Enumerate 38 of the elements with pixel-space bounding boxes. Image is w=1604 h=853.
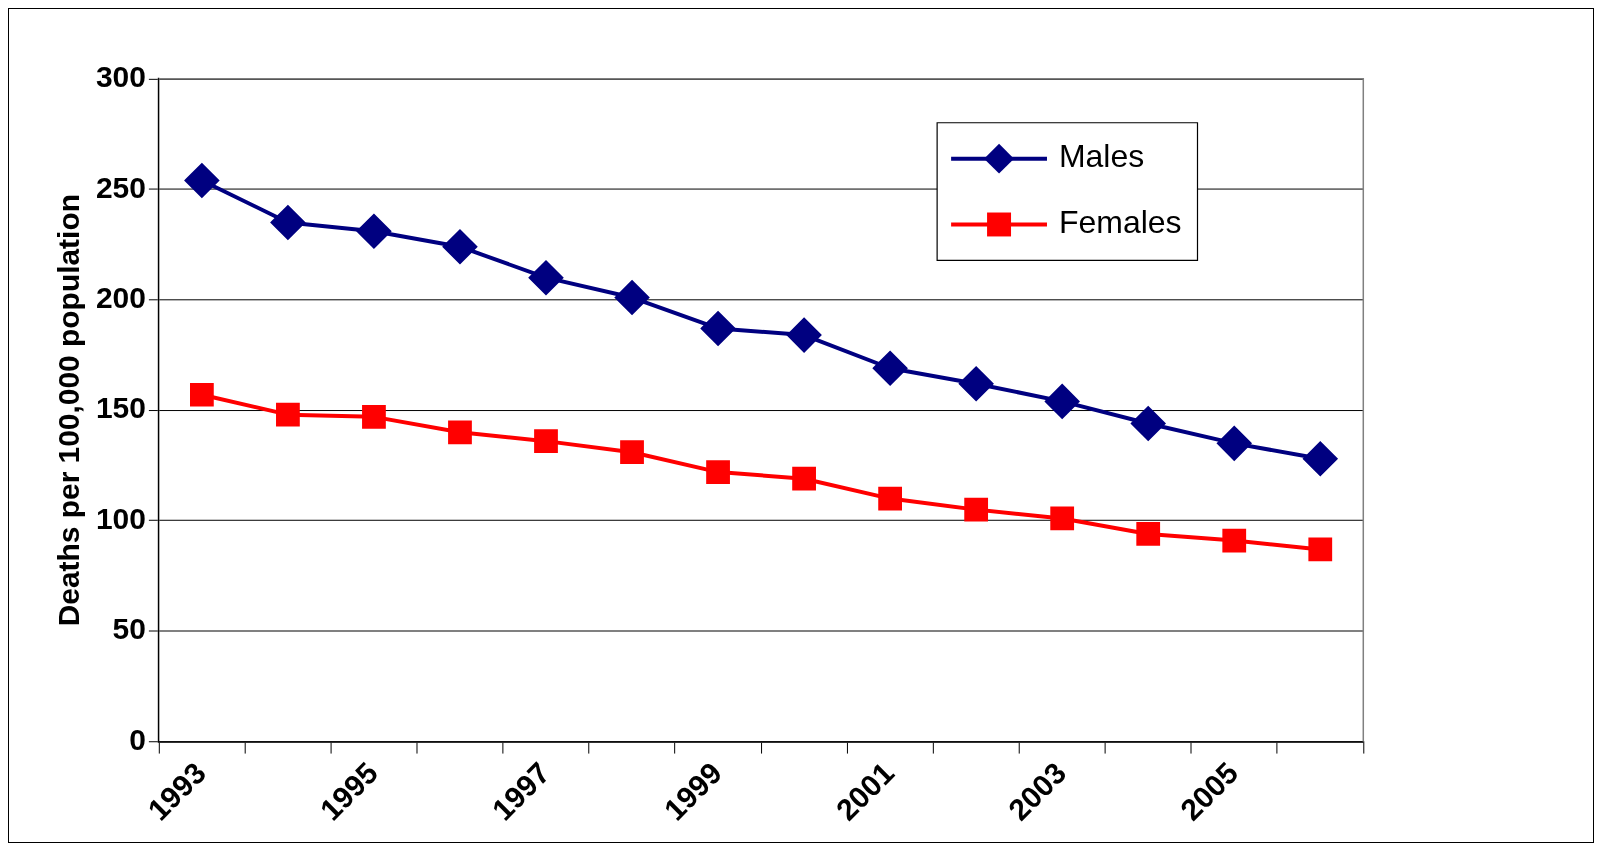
point [442,229,477,264]
point [701,311,736,346]
point [189,382,214,407]
y-tick-label: 200 [95,281,146,314]
point [1303,441,1338,476]
point [787,318,822,353]
y-tick-label: 50 [112,612,146,646]
point [1217,426,1252,461]
point [615,280,650,315]
point [792,466,816,491]
point [529,260,563,295]
legend-label: Females [1058,204,1182,241]
y-tick-label: 150 [95,391,146,425]
point [1045,384,1080,419]
point [1136,522,1161,546]
y-axis-title: Deaths per 100,000 population [52,194,86,627]
point [959,366,994,401]
y-tick-label: 100 [95,501,146,535]
point [706,460,730,484]
point [1308,537,1333,562]
point [448,420,472,445]
point [270,205,305,240]
point [873,351,908,386]
point [878,486,903,511]
point [356,214,391,249]
y-tick-label: 0 [129,722,146,756]
point [1222,528,1247,553]
point [620,440,644,465]
point [1131,406,1166,441]
point [276,402,300,427]
point [184,163,219,198]
point [1050,506,1075,531]
legend-label: Males [1058,138,1145,175]
y-tick-label: 300 [95,60,146,94]
point [534,429,558,454]
point [964,497,989,522]
y-tick-label: 250 [95,170,146,204]
point [362,404,386,429]
